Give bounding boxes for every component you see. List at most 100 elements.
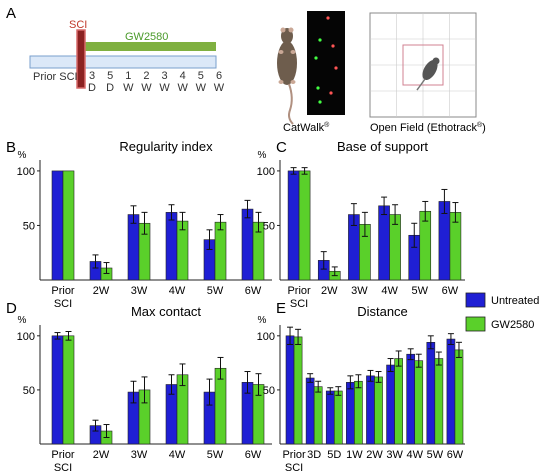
x-tick-label: 2W <box>93 449 110 461</box>
x-tick-label: 3W <box>131 285 148 297</box>
bar-gw2580 <box>394 358 403 445</box>
bar-untreated <box>305 377 315 445</box>
bar-untreated <box>446 338 456 445</box>
y-axis-unit-label: % <box>258 150 267 161</box>
legend-swatch-gw2580 <box>465 316 486 332</box>
x-tick-label: Prior <box>282 449 306 461</box>
x-tick-label: 4W <box>169 449 186 461</box>
x-tick-label: 6W <box>245 449 262 461</box>
baseline-label: Prior SCI <box>33 71 78 83</box>
y-axis-unit-label: % <box>18 315 27 326</box>
legend-label-untreated: Untreated <box>491 295 539 307</box>
bar-untreated <box>51 170 64 281</box>
legend: Untreated GW2580 <box>465 292 539 332</box>
x-tick-label: 5W <box>207 449 224 461</box>
x-tick-label: 5W <box>412 285 429 297</box>
center-zone <box>402 44 444 86</box>
timeline-tick-unit: W <box>214 82 225 94</box>
bar-gw2580 <box>354 380 363 445</box>
drug-label: GW2580 <box>125 31 168 43</box>
x-tick-label: 2W <box>366 449 383 461</box>
chart-title: Base of support <box>337 139 428 154</box>
timeline-tick-number: 4 <box>180 70 186 82</box>
bar-untreated <box>386 364 395 445</box>
chart-title: Distance <box>357 304 408 319</box>
bar-gw2580 <box>374 376 383 445</box>
rat-standing-icon <box>277 27 297 125</box>
bar-untreated <box>241 208 254 281</box>
timeline-tick-number: 3 <box>162 70 168 82</box>
x-tick-label: SCI <box>290 298 308 310</box>
y-tick-label: 50 <box>263 385 275 397</box>
y-axis-unit-label: % <box>258 315 267 326</box>
bar-untreated <box>51 335 64 445</box>
x-tick-label: Prior <box>51 449 75 461</box>
bar-gw2580 <box>333 390 343 445</box>
x-tick-label: SCI <box>285 462 303 474</box>
x-tick-label: 5W <box>427 449 444 461</box>
x-tick-label: 6W <box>447 449 464 461</box>
y-tick-label: 50 <box>23 220 35 232</box>
rat-topview-icon <box>416 57 440 91</box>
sci-label: SCI <box>69 19 87 31</box>
catwalk-label: CatWalk® <box>283 121 330 134</box>
footprints <box>314 16 338 104</box>
timeline-tick-unit: W <box>159 82 170 94</box>
bar-untreated <box>406 353 416 445</box>
bar-gw2580 <box>214 221 227 281</box>
timeline-tick-number: 3 <box>89 70 95 82</box>
timeline-tick-unit: W <box>141 82 152 94</box>
x-tick-label: 1W <box>346 449 363 461</box>
bar-gw2580 <box>454 349 464 445</box>
bar-untreated <box>165 212 178 281</box>
bar-untreated <box>346 382 355 445</box>
chart-title: Max contact <box>131 304 201 319</box>
panel-letter-b: B <box>6 139 16 156</box>
x-tick-label: 3W <box>386 449 403 461</box>
y-tick-label: 100 <box>257 166 275 178</box>
timeline-tick-unit: W <box>178 82 189 94</box>
bar-untreated <box>378 205 390 281</box>
y-tick-label: 100 <box>257 331 275 343</box>
x-tick-label: 3W <box>351 285 368 297</box>
x-tick-label: 3D <box>307 449 321 461</box>
bar-gw2580 <box>434 358 444 445</box>
catwalk-footprint-panel <box>307 11 345 115</box>
timeline-tick-unit: W <box>123 82 134 94</box>
bar-untreated <box>287 170 300 281</box>
x-tick-label: 6W <box>245 285 262 297</box>
open-field-illustration: Open Field (Ethotrack®) <box>369 12 486 134</box>
sci-injury-marker <box>76 29 86 89</box>
x-tick-label: SCI <box>54 462 72 474</box>
x-tick-label: Prior <box>51 285 75 297</box>
legend-label-gw2580: GW2580 <box>491 319 534 331</box>
y-tick-label: 50 <box>263 220 275 232</box>
timeline-tick-number: 6 <box>216 70 222 82</box>
panel-letter-c: C <box>276 139 287 156</box>
timeline-tick-number: 5 <box>198 70 204 82</box>
bar-untreated <box>325 390 335 445</box>
x-tick-label: SCI <box>54 298 72 310</box>
baseline-period-bar <box>29 55 217 69</box>
x-tick-label: 4W <box>406 449 423 461</box>
chart-title: Regularity index <box>119 139 213 154</box>
timeline-tick-unit: D <box>106 82 114 94</box>
x-tick-label: 2W <box>321 285 338 297</box>
drug-treatment-bar <box>84 42 216 51</box>
x-tick-label: 4W <box>169 285 186 297</box>
y-tick-label: 100 <box>17 331 35 343</box>
timeline-tick-number: 2 <box>143 70 149 82</box>
open-field-label: Open Field (Ethotrack®) <box>370 121 486 134</box>
timeline-tick-unit: D <box>88 82 96 94</box>
legend-swatch-untreated <box>465 292 486 308</box>
bar-untreated <box>426 342 436 445</box>
x-tick-label: Prior <box>287 285 311 297</box>
x-tick-label: 3W <box>131 449 148 461</box>
x-tick-label: 6W <box>442 285 459 297</box>
x-tick-label: 4W <box>381 285 398 297</box>
bar-untreated <box>127 214 140 281</box>
